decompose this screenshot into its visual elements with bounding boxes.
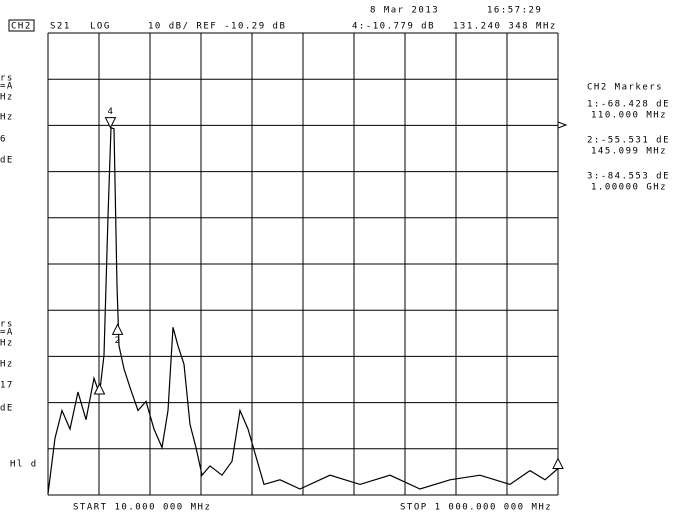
left-fragment: 17: [0, 381, 14, 391]
left-fragment: =A: [0, 82, 14, 92]
marker-readout: 1:-68.428 dE: [587, 100, 670, 110]
left-fragment: Hl d: [10, 460, 38, 470]
marker-symbol: 2: [115, 336, 122, 346]
active-marker-freq: 131.240 348 MHz: [453, 22, 557, 32]
marker-readout: 3:-84.553 dE: [587, 172, 670, 182]
marker-freq: 145.099 MHz: [591, 147, 667, 157]
left-fragment: Hz: [0, 93, 14, 103]
marker-freq: 110.000 MHz: [591, 111, 667, 121]
left-fragment: Hz: [0, 339, 14, 349]
channel-box: [8, 19, 35, 32]
left-fragment: 6: [0, 135, 7, 145]
parameter: S21: [50, 22, 71, 32]
left-fragment: Hz: [0, 113, 14, 123]
marker-panel-title: CH2 Markers: [587, 83, 663, 93]
format: LOG: [90, 22, 111, 32]
time: 16:57:29: [487, 6, 542, 16]
marker-freq: 1.00000 GHz: [591, 183, 667, 193]
left-fragment: dE: [0, 404, 14, 414]
channel: CH2: [11, 22, 32, 32]
scale: 10 dB/ REF -10.29 dB: [148, 22, 286, 32]
left-fragment: rs: [0, 74, 14, 84]
left-fragment: =A: [0, 328, 14, 338]
date: 8 Mar 2013: [370, 6, 439, 16]
marker: [111, 323, 124, 335]
marker-symbol: 4: [107, 107, 114, 117]
marker: [552, 457, 564, 469]
graticule: [47, 32, 559, 496]
marker-readout: 2:-55.531 dE: [587, 136, 670, 146]
active-marker: 4:-10.779 dB: [352, 22, 435, 32]
left-fragment: dE: [0, 156, 14, 166]
left-fragment: Hz: [0, 360, 14, 370]
start: START 10.000 000 MHz: [73, 503, 211, 513]
marker: [104, 117, 117, 129]
stop: STOP 1 000.000 000 MHz: [400, 503, 552, 513]
reference-indicator: [557, 121, 568, 129]
left-fragment: rs: [0, 320, 14, 330]
trace: [47, 127, 559, 494]
marker: [93, 382, 106, 395]
